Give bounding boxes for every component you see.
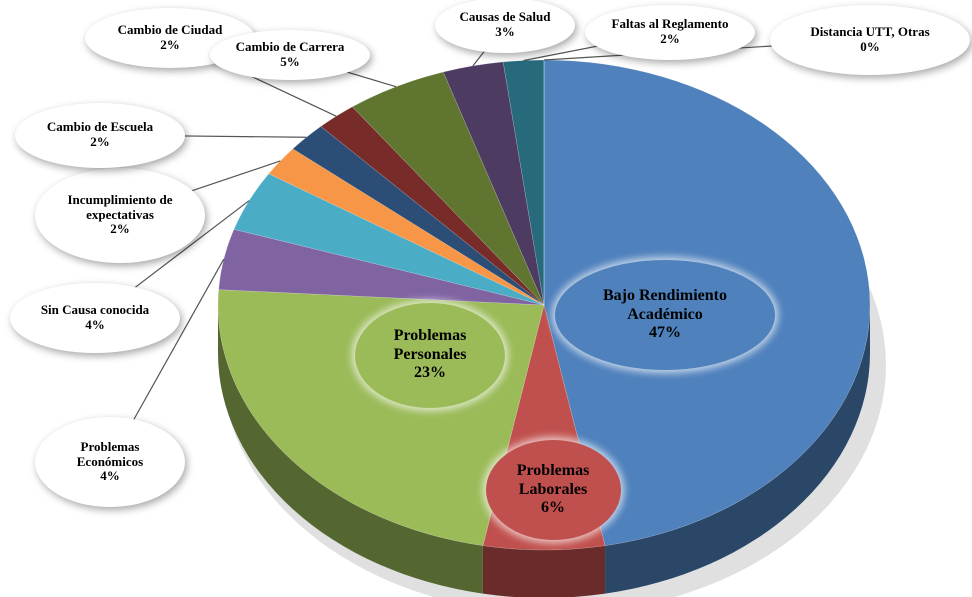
label-name: Cambio de Escuela [46, 119, 154, 135]
label-value: 3% [495, 24, 515, 39]
label-name: Incumplimiento de expectativas [67, 191, 173, 222]
label-name: Causas de Salud [459, 9, 551, 25]
label-value: 4% [100, 468, 120, 484]
label-value: 4% [85, 317, 105, 332]
data-label: Incumplimiento de expectativas 2% [35, 167, 205, 263]
slice [320, 106, 545, 306]
data-label: Problemas Personales 23% [355, 302, 505, 408]
data-label: Sin Causa conocida 4% [10, 283, 180, 353]
label-value: 2% [90, 134, 110, 149]
slice [351, 71, 545, 306]
label-name: Bajo Rendimiento Académico [603, 287, 727, 323]
slice-side [605, 305, 870, 594]
slice [218, 228, 545, 306]
label-name: Problemas Económicos [76, 438, 144, 469]
label-value: 2% [110, 221, 130, 237]
label-name: Distancia UTT, Otras [810, 24, 930, 40]
data-label: Bajo Rendimiento Académico 47% [555, 260, 775, 370]
label-value: 0% [860, 39, 880, 54]
label-name: Problemas Laborales [516, 462, 590, 498]
label-name: Problemas Personales [393, 327, 467, 363]
label-value: 2% [660, 31, 680, 46]
slice [502, 59, 545, 306]
slice [442, 61, 545, 306]
slice [233, 173, 545, 306]
label-name: Cambio de Carrera [235, 39, 345, 55]
data-label: Causas de Salud 3% [435, 0, 575, 53]
label-value: 47% [649, 324, 681, 342]
data-label: Problemas Económicos 4% [35, 417, 185, 507]
label-value: 2% [160, 37, 180, 52]
data-label: Cambio de Ciudad 2% [85, 8, 255, 68]
label-name: Sin Causa conocida [40, 302, 150, 318]
slice [268, 148, 545, 306]
slice [292, 126, 545, 306]
data-label: Problemas Laborales 6% [485, 440, 621, 540]
data-label: Distancia UTT, Otras 0% [770, 5, 970, 75]
label-name: Cambio de Ciudad [117, 22, 223, 38]
data-label: Faltas al Reglamento 2% [585, 4, 755, 60]
label-value: 6% [541, 499, 565, 517]
slice-side [218, 305, 483, 594]
data-label: Cambio de Carrera 5% [210, 30, 370, 80]
label-value: 23% [414, 364, 446, 382]
label-value: 5% [280, 54, 300, 69]
slice-side [482, 545, 606, 597]
label-name: Faltas al Reglamento [611, 16, 729, 32]
data-label: Cambio de Escuela 2% [15, 102, 185, 168]
